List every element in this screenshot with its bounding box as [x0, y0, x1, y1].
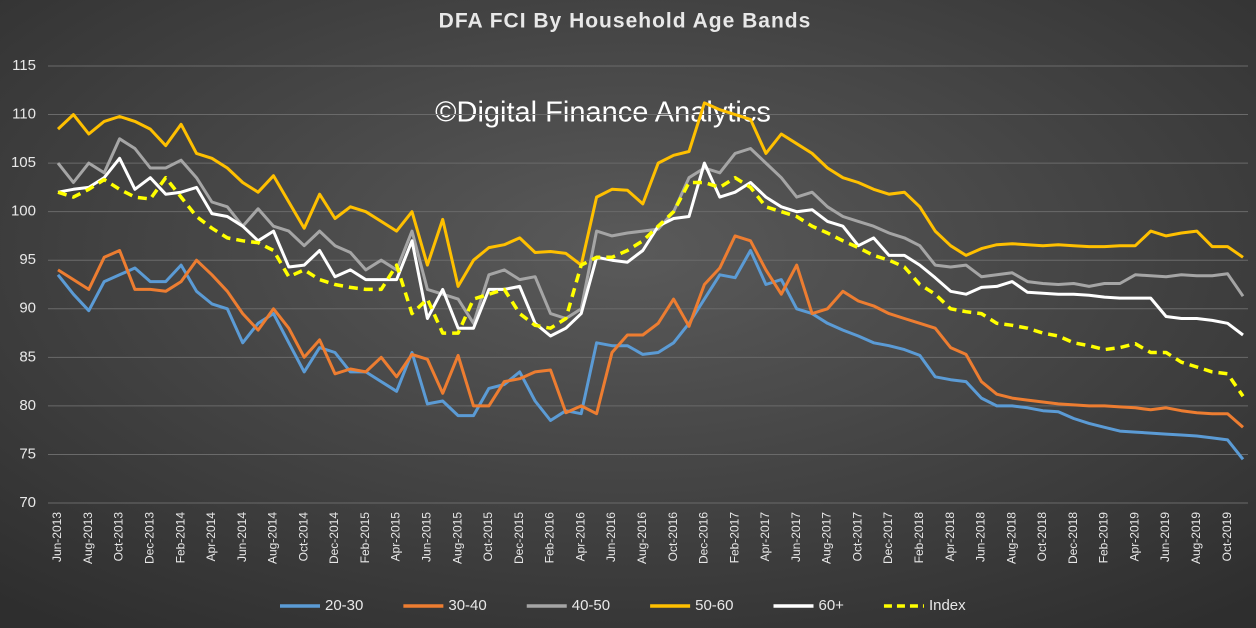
y-tick-label: 100 — [11, 203, 36, 220]
x-tick-label: Feb-2019 — [1097, 512, 1111, 564]
x-tick-label: Oct-2017 — [850, 512, 864, 562]
x-tick-label: Jun-2017 — [789, 512, 803, 562]
x-tick-label: Apr-2019 — [1127, 512, 1141, 562]
x-tick-label: Feb-2014 — [173, 512, 187, 564]
x-tick-label: Feb-2016 — [543, 512, 557, 564]
series-line — [56, 101, 1244, 288]
legend-label: 50-60 — [695, 597, 733, 614]
y-tick-label: 80 — [19, 397, 36, 414]
x-tick-label: Dec-2017 — [881, 512, 895, 564]
x-tick-label: Apr-2018 — [943, 512, 957, 562]
x-tick-label: Jun-2018 — [974, 512, 988, 562]
y-tick-label: 90 — [19, 300, 36, 317]
y-tick-label: 110 — [12, 106, 36, 123]
legend-label: 40-50 — [572, 597, 610, 614]
series-line — [56, 137, 1245, 325]
x-tick-label: Jun-2015 — [420, 512, 434, 562]
x-tick-label: Oct-2013 — [112, 512, 126, 562]
y-tick-label: 85 — [19, 348, 36, 365]
chart-title: DFA FCI By Household Age Bands — [439, 10, 812, 33]
x-tick-label: Jun-2019 — [1158, 512, 1172, 562]
y-tick-label: 115 — [12, 57, 36, 74]
x-tick-label: Aug-2016 — [635, 512, 649, 564]
x-tick-label: Apr-2016 — [573, 512, 587, 562]
x-tick-label: Oct-2019 — [1220, 512, 1234, 562]
x-tick-label: Apr-2014 — [204, 512, 218, 562]
x-tick-label: Aug-2017 — [820, 512, 834, 564]
x-tick-label: Aug-2013 — [81, 512, 95, 564]
y-tick-label: 95 — [19, 251, 36, 268]
x-tick-label: Feb-2018 — [912, 512, 926, 564]
y-tick-label: 75 — [19, 445, 36, 462]
x-tick-label: Aug-2014 — [266, 512, 280, 564]
legend-label: Index — [929, 597, 966, 614]
series-line — [57, 175, 1245, 398]
x-tick-label: Aug-2015 — [450, 512, 464, 564]
x-tick-label: Apr-2015 — [389, 512, 403, 562]
x-tick-label: Dec-2013 — [143, 512, 157, 564]
legend-label: 60+ — [819, 597, 845, 614]
x-tick-label: Dec-2016 — [697, 512, 711, 564]
x-tick-label: Oct-2016 — [666, 512, 680, 562]
x-tick-label: Aug-2019 — [1189, 512, 1203, 564]
x-tick-label: Dec-2018 — [1066, 512, 1080, 564]
x-tick-label: Aug-2018 — [1004, 512, 1018, 564]
x-tick-label: Jun-2013 — [50, 512, 64, 562]
watermark: ©Digital Finance Analytics — [435, 97, 771, 129]
x-tick-label: Jun-2016 — [604, 512, 618, 562]
x-tick-label: Oct-2015 — [481, 512, 495, 562]
legend-label: 30-40 — [448, 597, 486, 614]
x-tick-label: Dec-2014 — [327, 512, 341, 564]
x-tick-label: Oct-2018 — [1035, 512, 1049, 562]
legend-label: 20-30 — [325, 597, 363, 614]
series-line — [57, 234, 1244, 429]
y-tick-label: 70 — [19, 494, 36, 511]
x-tick-label: Feb-2017 — [727, 512, 741, 564]
y-tick-label: 105 — [11, 154, 36, 171]
x-tick-label: Jun-2014 — [235, 512, 249, 562]
series-line — [57, 156, 1244, 338]
x-tick-label: Feb-2015 — [358, 512, 372, 564]
x-tick-label: Dec-2015 — [512, 512, 526, 564]
x-tick-label: Apr-2017 — [758, 512, 772, 562]
x-tick-label: Oct-2014 — [296, 512, 310, 562]
